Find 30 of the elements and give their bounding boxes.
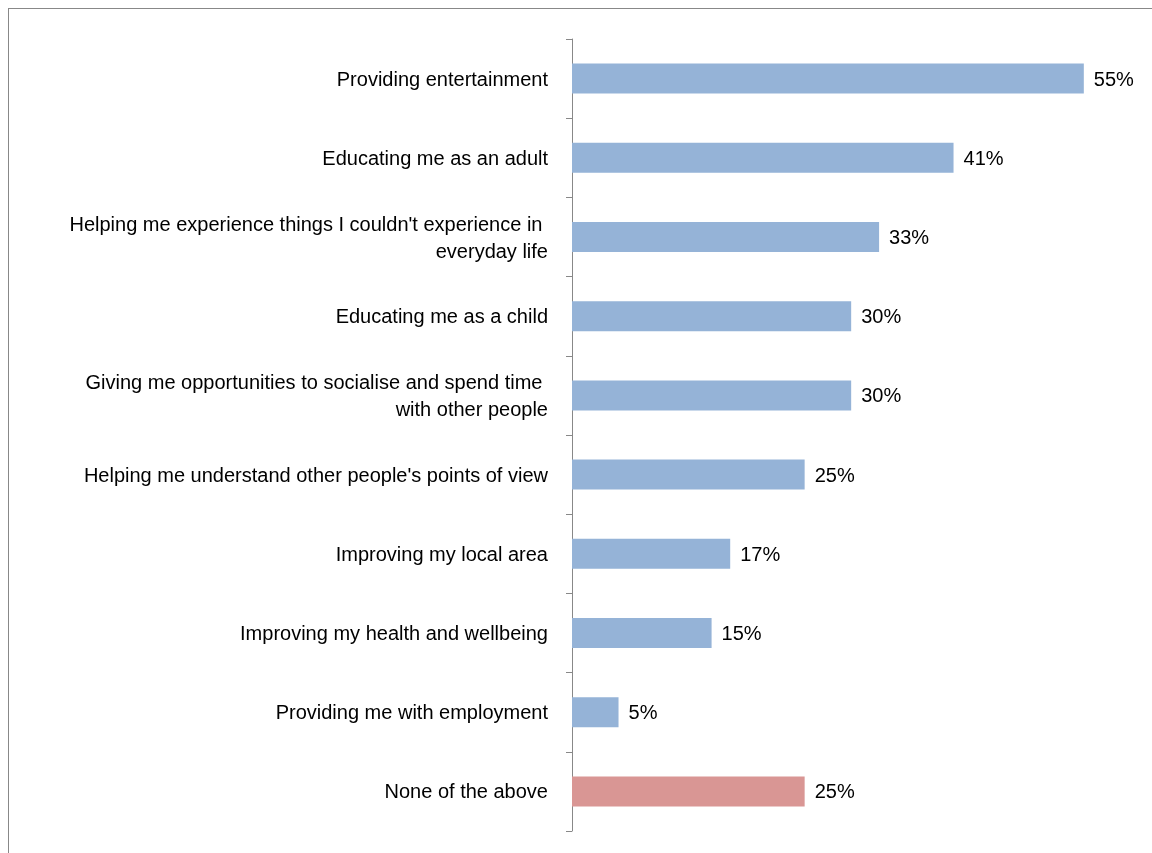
- bar: [572, 538, 731, 569]
- y-tick-label: Helping me understand other people's points of view: [83, 463, 549, 486]
- data-label: 41%: [963, 146, 1004, 169]
- y-tick-label: Improving my local area: [335, 542, 549, 565]
- data-label: 30%: [861, 305, 902, 328]
- y-tick-label: Providing entertainment: [336, 67, 549, 90]
- data-label: 25%: [814, 780, 855, 803]
- bar: [572, 142, 954, 173]
- y-tick-label: Giving me opportunities to socialise and spend time with other people: [85, 370, 548, 420]
- y-tick-label: Educating me as a child: [335, 305, 548, 328]
- bar: [572, 380, 852, 411]
- bar: [572, 459, 805, 490]
- data-label: 33%: [889, 226, 930, 248]
- bar: [572, 301, 852, 332]
- bar: [572, 776, 805, 807]
- data-label: 30%: [861, 384, 902, 407]
- y-tick-label: Providing me with employment: [275, 701, 549, 724]
- data-label: 17%: [740, 542, 781, 565]
- data-label: 55%: [1093, 67, 1135, 90]
- y-tick-label: Helping me experience things I couldn't experience in everyday life: [69, 212, 548, 262]
- data-label: 25%: [814, 463, 855, 486]
- bar: [572, 63, 1084, 94]
- y-tick-label: Improving my health and wellbeing: [240, 622, 548, 644]
- bar: [572, 697, 619, 728]
- y-tick-label: None of the above: [384, 780, 548, 803]
- bar: [572, 222, 880, 252]
- bar: [572, 618, 712, 648]
- data-label: 5%: [628, 701, 658, 724]
- y-tick-label: Educating me as an adult: [322, 146, 549, 169]
- data-label: 15%: [721, 622, 762, 644]
